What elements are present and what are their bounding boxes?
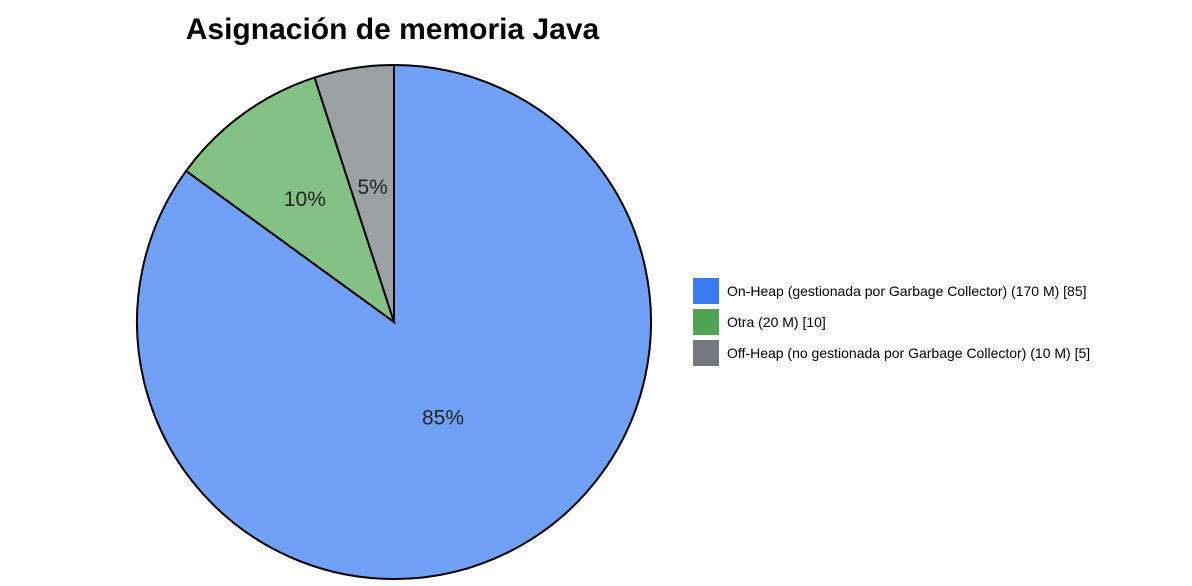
legend-label-1: On-Heap (gestionada por Garbage Collecto… xyxy=(727,282,1087,299)
pie-slice-2 xyxy=(184,76,396,325)
legend-label-2: Otra (20 M) [10] xyxy=(727,313,826,330)
legend-label-3: Off-Heap (no gestionada por Garbage Coll… xyxy=(727,344,1091,361)
slice-label-1: 85% xyxy=(422,407,464,430)
legend-swatch-2 xyxy=(693,308,719,335)
pie-slice-3 xyxy=(313,63,395,323)
pie-plot-area: 85% 10% 5% xyxy=(136,63,652,580)
legend-item-2: Otra (20 M) [10] xyxy=(693,306,1090,337)
chart-title: Asignación de memoria Java xyxy=(185,13,600,46)
legend-item-1: On-Heap (gestionada por Garbage Collecto… xyxy=(693,275,1090,306)
pie-slice-1 xyxy=(136,63,652,580)
legend: On-Heap (gestionada por Garbage Collecto… xyxy=(693,275,1090,368)
slice-label-2: 10% xyxy=(284,188,326,211)
slice-label-3: 5% xyxy=(358,176,388,199)
legend-swatch-1 xyxy=(693,277,719,304)
legend-item-3: Off-Heap (no gestionada por Garbage Coll… xyxy=(693,337,1090,368)
legend-swatch-3 xyxy=(693,339,719,366)
